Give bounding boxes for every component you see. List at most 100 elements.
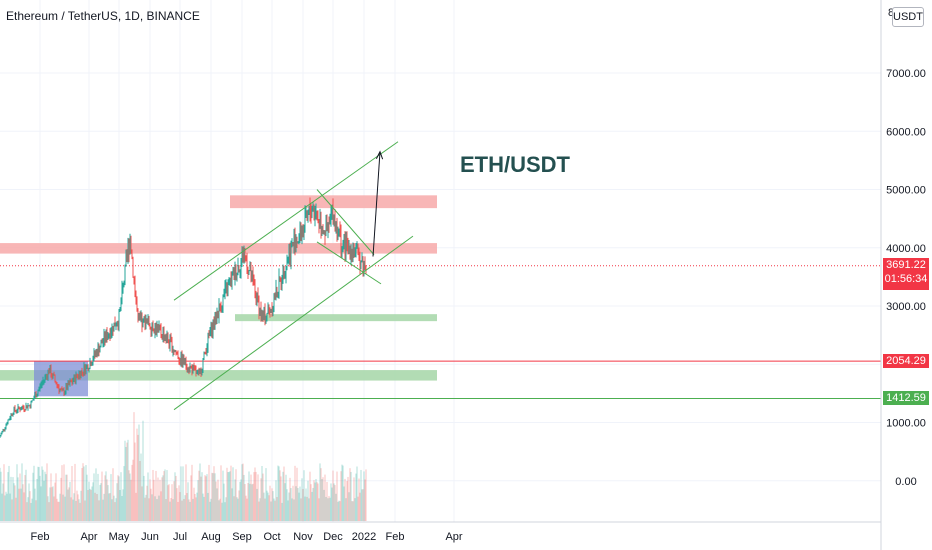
volume-bar — [320, 468, 322, 521]
candle — [339, 231, 341, 234]
volume-bar — [342, 465, 344, 521]
volume-bar — [309, 471, 311, 521]
candle — [238, 266, 240, 271]
volume-bar — [236, 497, 238, 521]
candle — [106, 331, 108, 340]
y-tick-label: 6000.00 — [886, 126, 926, 138]
currency-button[interactable]: USDT — [892, 7, 924, 27]
candle — [142, 319, 144, 327]
volume-bar — [261, 465, 263, 521]
candle — [149, 325, 151, 329]
volume-bar — [44, 471, 46, 521]
volume-bar — [214, 473, 216, 521]
volume-bar — [33, 465, 35, 521]
volume-bar — [279, 470, 281, 521]
volume-bar — [42, 469, 44, 521]
candle — [185, 359, 187, 366]
volume-bar — [283, 466, 285, 521]
volume-bar — [71, 466, 73, 521]
candle — [141, 316, 143, 327]
x-tick-label: Nov — [293, 531, 313, 543]
volume-bar — [359, 492, 361, 521]
candle — [131, 252, 133, 259]
volume-bar — [282, 471, 284, 521]
candle — [83, 365, 85, 374]
candle — [305, 211, 307, 214]
candle — [161, 334, 163, 339]
candle — [35, 394, 37, 398]
candle — [80, 370, 82, 378]
volume-bar — [100, 483, 102, 521]
candle — [258, 301, 260, 315]
volume-bar — [260, 478, 262, 521]
candle — [229, 278, 231, 283]
volume-bar — [364, 479, 366, 521]
candle — [86, 365, 88, 367]
candle — [119, 307, 121, 312]
volume-bar — [224, 502, 226, 521]
scale-flag[interactable]: 8 — [888, 7, 894, 19]
volume-bar — [247, 483, 249, 521]
y-tick-label: 3000.00 — [886, 301, 926, 313]
volume-bar — [271, 488, 273, 521]
volume-bar — [192, 498, 194, 521]
volume-bar — [198, 470, 200, 521]
volume-bar — [228, 472, 230, 521]
candle — [360, 262, 362, 269]
candle — [202, 358, 204, 369]
candle — [301, 231, 303, 240]
candle — [144, 319, 146, 330]
volume-bar — [22, 484, 24, 521]
volume-bar — [62, 494, 64, 521]
candle — [296, 242, 298, 244]
candle — [156, 325, 158, 333]
volume-bar — [341, 464, 343, 521]
candle — [170, 338, 172, 342]
volume-bar — [109, 493, 111, 521]
candle — [358, 247, 360, 257]
volume-bar — [347, 476, 349, 521]
volume-bar — [39, 475, 41, 521]
volume-bar — [211, 472, 213, 521]
candle — [85, 365, 87, 374]
volume-bar — [129, 473, 131, 521]
candle — [230, 278, 232, 286]
current-price-tag: 3691.22 01:56:34 — [883, 257, 929, 290]
volume-bar — [156, 499, 158, 521]
candle — [136, 301, 138, 311]
volume-bar — [319, 463, 321, 521]
candle — [319, 218, 321, 225]
candle — [268, 306, 270, 309]
volume-bar — [354, 498, 356, 521]
volume-bar — [337, 501, 339, 521]
volume-bar — [166, 470, 168, 521]
candle — [320, 218, 322, 231]
candle — [15, 410, 17, 412]
candle — [21, 407, 23, 410]
volume-bar — [285, 474, 287, 521]
candle — [189, 366, 191, 370]
volume-bar — [217, 479, 219, 521]
candle — [333, 215, 335, 225]
candle — [221, 307, 223, 312]
candle — [311, 210, 313, 217]
candle — [241, 252, 243, 260]
candle — [336, 224, 338, 240]
volume-bar — [336, 471, 338, 521]
candle — [267, 306, 269, 313]
volume-bar — [31, 498, 33, 521]
candle — [145, 318, 147, 330]
candle — [95, 351, 97, 355]
volume-bar — [362, 489, 364, 521]
volume-bar — [126, 442, 128, 521]
candle — [56, 384, 58, 385]
candle — [237, 266, 239, 273]
support-zone — [235, 314, 437, 322]
horizontal-levels — [0, 265, 881, 399]
projection-arrow — [372, 151, 381, 257]
price-axis: 0.00 1000.00 3000.00 4000.00 5000.00 6000.00 7… — [886, 68, 926, 488]
volume-bar — [86, 474, 88, 521]
candle — [128, 245, 130, 254]
volume-bar — [235, 469, 237, 521]
